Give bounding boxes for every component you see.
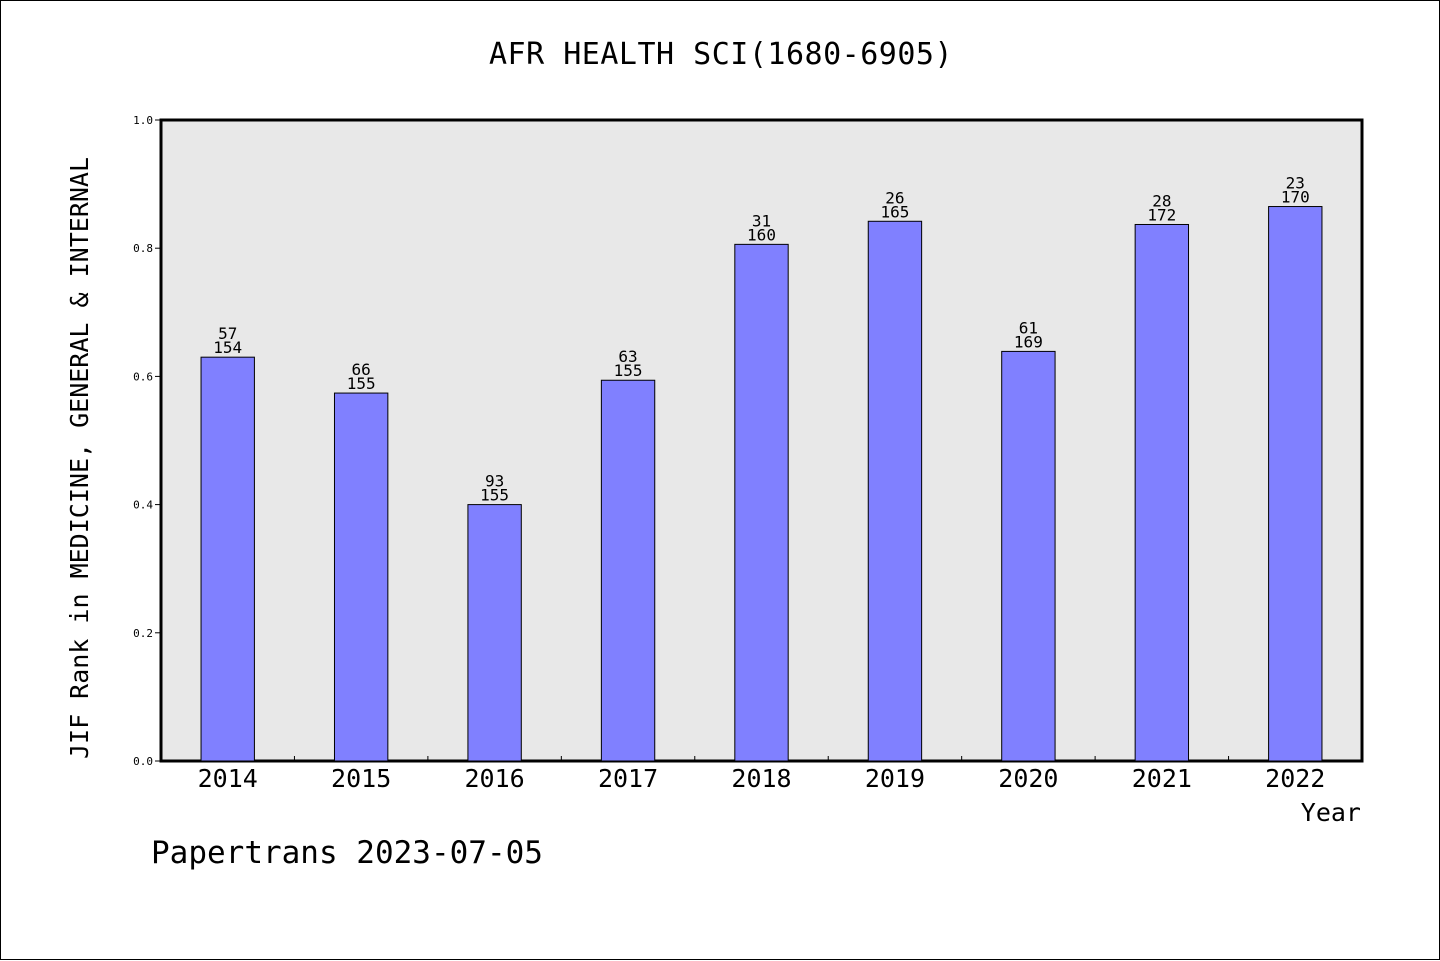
bar-rank-label: 26	[885, 188, 904, 207]
bar-rank-label: 31	[752, 211, 771, 230]
bar-2016	[467, 504, 522, 762]
bar-2017	[600, 379, 656, 762]
bar-2021	[1134, 223, 1190, 762]
bar-2022	[1268, 206, 1323, 762]
bar-total-label: 155	[614, 361, 643, 380]
bar-2019	[867, 220, 923, 762]
bar-rank-label: 93	[485, 472, 504, 491]
y-axis: 0.0 0.2 0.4 0.6 0.8 1.0	[133, 114, 161, 768]
bar-2014	[200, 356, 255, 762]
bar-labels-group: 5715466155931556315531160261656116928172…	[213, 174, 1309, 505]
bar-rank-label: 61	[1019, 318, 1038, 337]
bar-total-label: 154	[213, 338, 242, 357]
x-tick-label: 2014	[198, 764, 258, 793]
bars-group	[200, 206, 1323, 762]
bar-total-label: 155	[347, 374, 376, 393]
bar-rank-label: 23	[1286, 174, 1305, 193]
bar-total-label: 155	[480, 486, 509, 505]
x-tick-label: 2021	[1132, 764, 1192, 793]
y-tick-label: 0.2	[133, 627, 153, 640]
y-tick-label: 0.6	[133, 370, 153, 383]
bar-2018	[734, 243, 789, 762]
x-axis-title: Year	[1301, 798, 1361, 827]
y-tick-label: 0.4	[133, 499, 153, 512]
bar-rank-label: 57	[218, 324, 237, 343]
y-axis-title: JIF Rank in MEDICINE, GENERAL & INTERNAL	[65, 157, 94, 759]
chart-title: AFR HEALTH SCI(1680-6905)	[488, 37, 954, 72]
x-tick-label: 2020	[998, 764, 1058, 793]
bar-total-label: 160	[747, 225, 776, 244]
x-tick-label: 2022	[1265, 764, 1325, 793]
y-tick-label: 0.0	[133, 755, 153, 768]
bar-2015	[333, 392, 389, 762]
footer-note: Papertrans 2023-07-05	[151, 835, 543, 871]
y-tick-label: 0.8	[133, 242, 153, 255]
bar-total-label: 170	[1281, 188, 1310, 207]
x-tick-label: 2017	[598, 764, 658, 793]
bar-rank-label: 66	[352, 360, 371, 379]
y-tick-label: 1.0	[133, 114, 153, 127]
bar-total-label: 169	[1014, 332, 1043, 351]
x-tick-label: 2016	[465, 764, 525, 793]
bar-rank-label: 63	[618, 347, 637, 366]
bar-total-label: 165	[880, 202, 909, 221]
bar-total-label: 172	[1147, 205, 1176, 224]
x-tick-label: 2019	[865, 764, 925, 793]
x-axis: 2014 2015 2016 2017 2018 2019 2020 2021 2022	[198, 756, 1325, 793]
bar-rank-label: 28	[1152, 191, 1171, 210]
bar-2020	[1001, 350, 1056, 762]
x-tick-label: 2018	[731, 764, 791, 793]
x-tick-label: 2015	[331, 764, 391, 793]
